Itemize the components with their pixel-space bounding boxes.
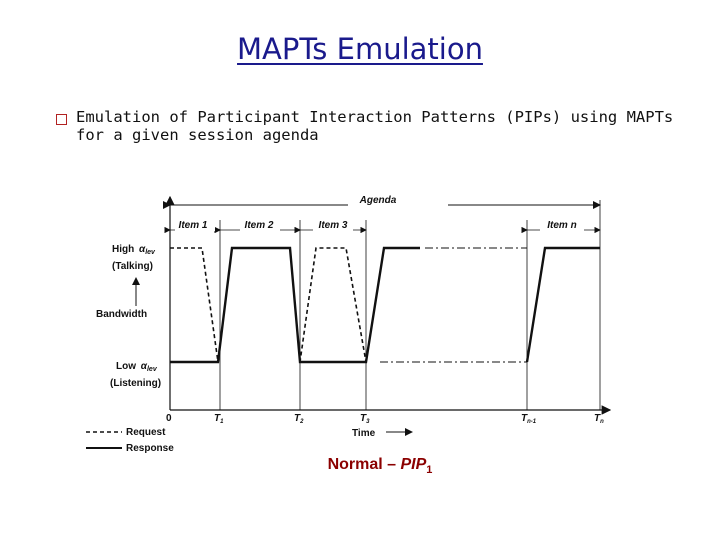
- item-label-n: Item n: [547, 220, 576, 231]
- item-label-2: Item 2: [245, 220, 274, 231]
- diagram-caption: Normal – PIP1: [327, 456, 433, 477]
- time-mark-t3: T3: [360, 413, 370, 425]
- time-mark-tn: Tn: [594, 413, 604, 425]
- low-sub-label: (Listening): [110, 378, 161, 389]
- slide-title: MAPTs Emulation: [237, 32, 483, 66]
- item-label-1: Item 1: [179, 220, 208, 231]
- time-mark-t1: T1: [214, 413, 224, 425]
- time-mark-tn-1: Tn-1: [521, 413, 537, 425]
- high-sub-label: (Talking): [112, 261, 153, 272]
- legend: Request Response: [86, 427, 174, 454]
- item-spans: Item 1 Item 2 Item 3 Item n: [164, 219, 601, 234]
- legend-request: Request: [126, 427, 166, 438]
- bullet-text: Emulation of Participant Interaction Pat…: [76, 108, 674, 144]
- request-dashdot: [380, 247, 527, 363]
- high-label: High αlev: [112, 244, 156, 256]
- agenda-label: Agenda: [359, 195, 397, 206]
- response-line: [170, 246, 600, 364]
- origin-label: 0: [166, 413, 172, 424]
- time-guides: [219, 200, 601, 410]
- item-label-3: Item 3: [319, 220, 348, 231]
- legend-response: Response: [126, 443, 174, 454]
- low-label: Low αlev: [116, 361, 158, 373]
- y-axis-label: Bandwidth: [96, 309, 147, 320]
- agenda-bracket: Agenda: [163, 195, 601, 209]
- time-mark-t2: T2: [294, 413, 304, 425]
- x-axis-label: Time: [352, 428, 376, 439]
- bullet-square-icon: [56, 114, 67, 125]
